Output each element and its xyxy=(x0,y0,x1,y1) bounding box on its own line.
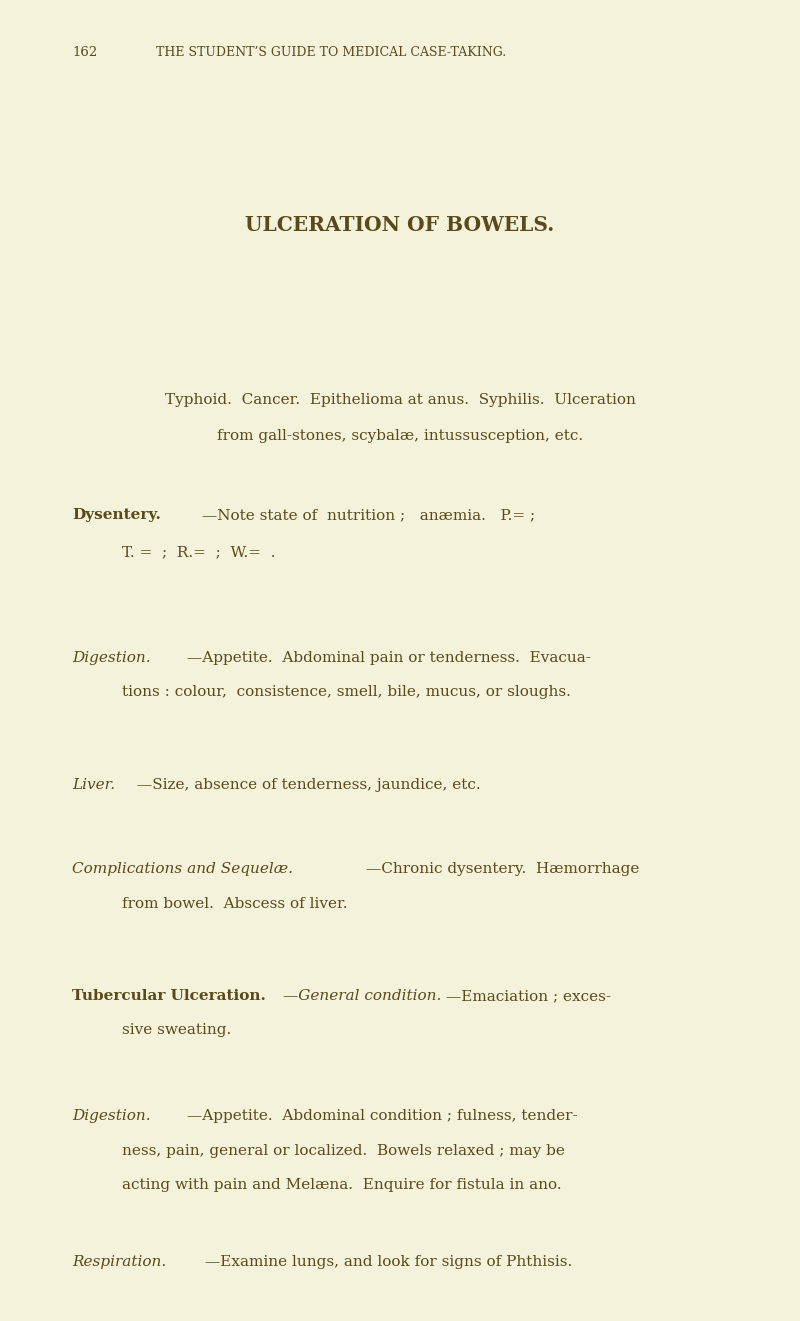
Text: —Appetite.  Abdominal condition ; fulness, tender-: —Appetite. Abdominal condition ; fulness… xyxy=(187,1110,578,1123)
Text: ness, pain, general or localized.  Bowels relaxed ; may be: ness, pain, general or localized. Bowels… xyxy=(122,1144,565,1157)
Text: —Chronic dysentery.  Hæmorrhage: —Chronic dysentery. Hæmorrhage xyxy=(366,863,640,876)
Text: from gall-stones, scybalæ, intussusception, etc.: from gall-stones, scybalæ, intussuscepti… xyxy=(217,429,583,443)
Text: —Emaciation ; exces-: —Emaciation ; exces- xyxy=(446,989,611,1003)
Text: —Size, absence of tenderness, jaundice, etc.: —Size, absence of tenderness, jaundice, … xyxy=(137,778,481,791)
Text: 162: 162 xyxy=(72,46,98,59)
Text: from bowel.  Abscess of liver.: from bowel. Abscess of liver. xyxy=(122,897,347,910)
Text: ULCERATION OF BOWELS.: ULCERATION OF BOWELS. xyxy=(246,214,554,235)
Text: Digestion.: Digestion. xyxy=(72,651,150,664)
Text: sive sweating.: sive sweating. xyxy=(122,1024,231,1037)
Text: acting with pain and Melæna.  Enquire for fistula in ano.: acting with pain and Melæna. Enquire for… xyxy=(122,1178,562,1192)
Text: Tubercular Ulceration.: Tubercular Ulceration. xyxy=(72,989,266,1003)
Text: Complications and Sequelæ.: Complications and Sequelæ. xyxy=(72,863,293,876)
Text: —Appetite.  Abdominal pain or tenderness.  Evacua-: —Appetite. Abdominal pain or tenderness.… xyxy=(187,651,591,664)
Text: T. =  ;  R.=  ;  W.=  .: T. = ; R.= ; W.= . xyxy=(122,546,275,559)
Text: tions : colour,  consistence, smell, bile, mucus, or sloughs.: tions : colour, consistence, smell, bile… xyxy=(122,686,570,699)
Text: Typhoid.  Cancer.  Epithelioma at anus.  Syphilis.  Ulceration: Typhoid. Cancer. Epithelioma at anus. Sy… xyxy=(165,394,635,407)
Text: —Note state of  nutrition ;   anæmia.   P.= ;: —Note state of nutrition ; anæmia. P.= ; xyxy=(202,509,534,522)
Text: —Examine lungs, and look for signs of Phthisis.: —Examine lungs, and look for signs of Ph… xyxy=(205,1255,572,1268)
Text: Dysentery.: Dysentery. xyxy=(72,509,161,522)
Text: Respiration.: Respiration. xyxy=(72,1255,166,1268)
Text: —General condition.: —General condition. xyxy=(283,989,442,1003)
Text: Liver.: Liver. xyxy=(72,778,115,791)
Text: Digestion.: Digestion. xyxy=(72,1110,150,1123)
Text: THE STUDENT’S GUIDE TO MEDICAL CASE-TAKING.: THE STUDENT’S GUIDE TO MEDICAL CASE-TAKI… xyxy=(156,46,506,59)
